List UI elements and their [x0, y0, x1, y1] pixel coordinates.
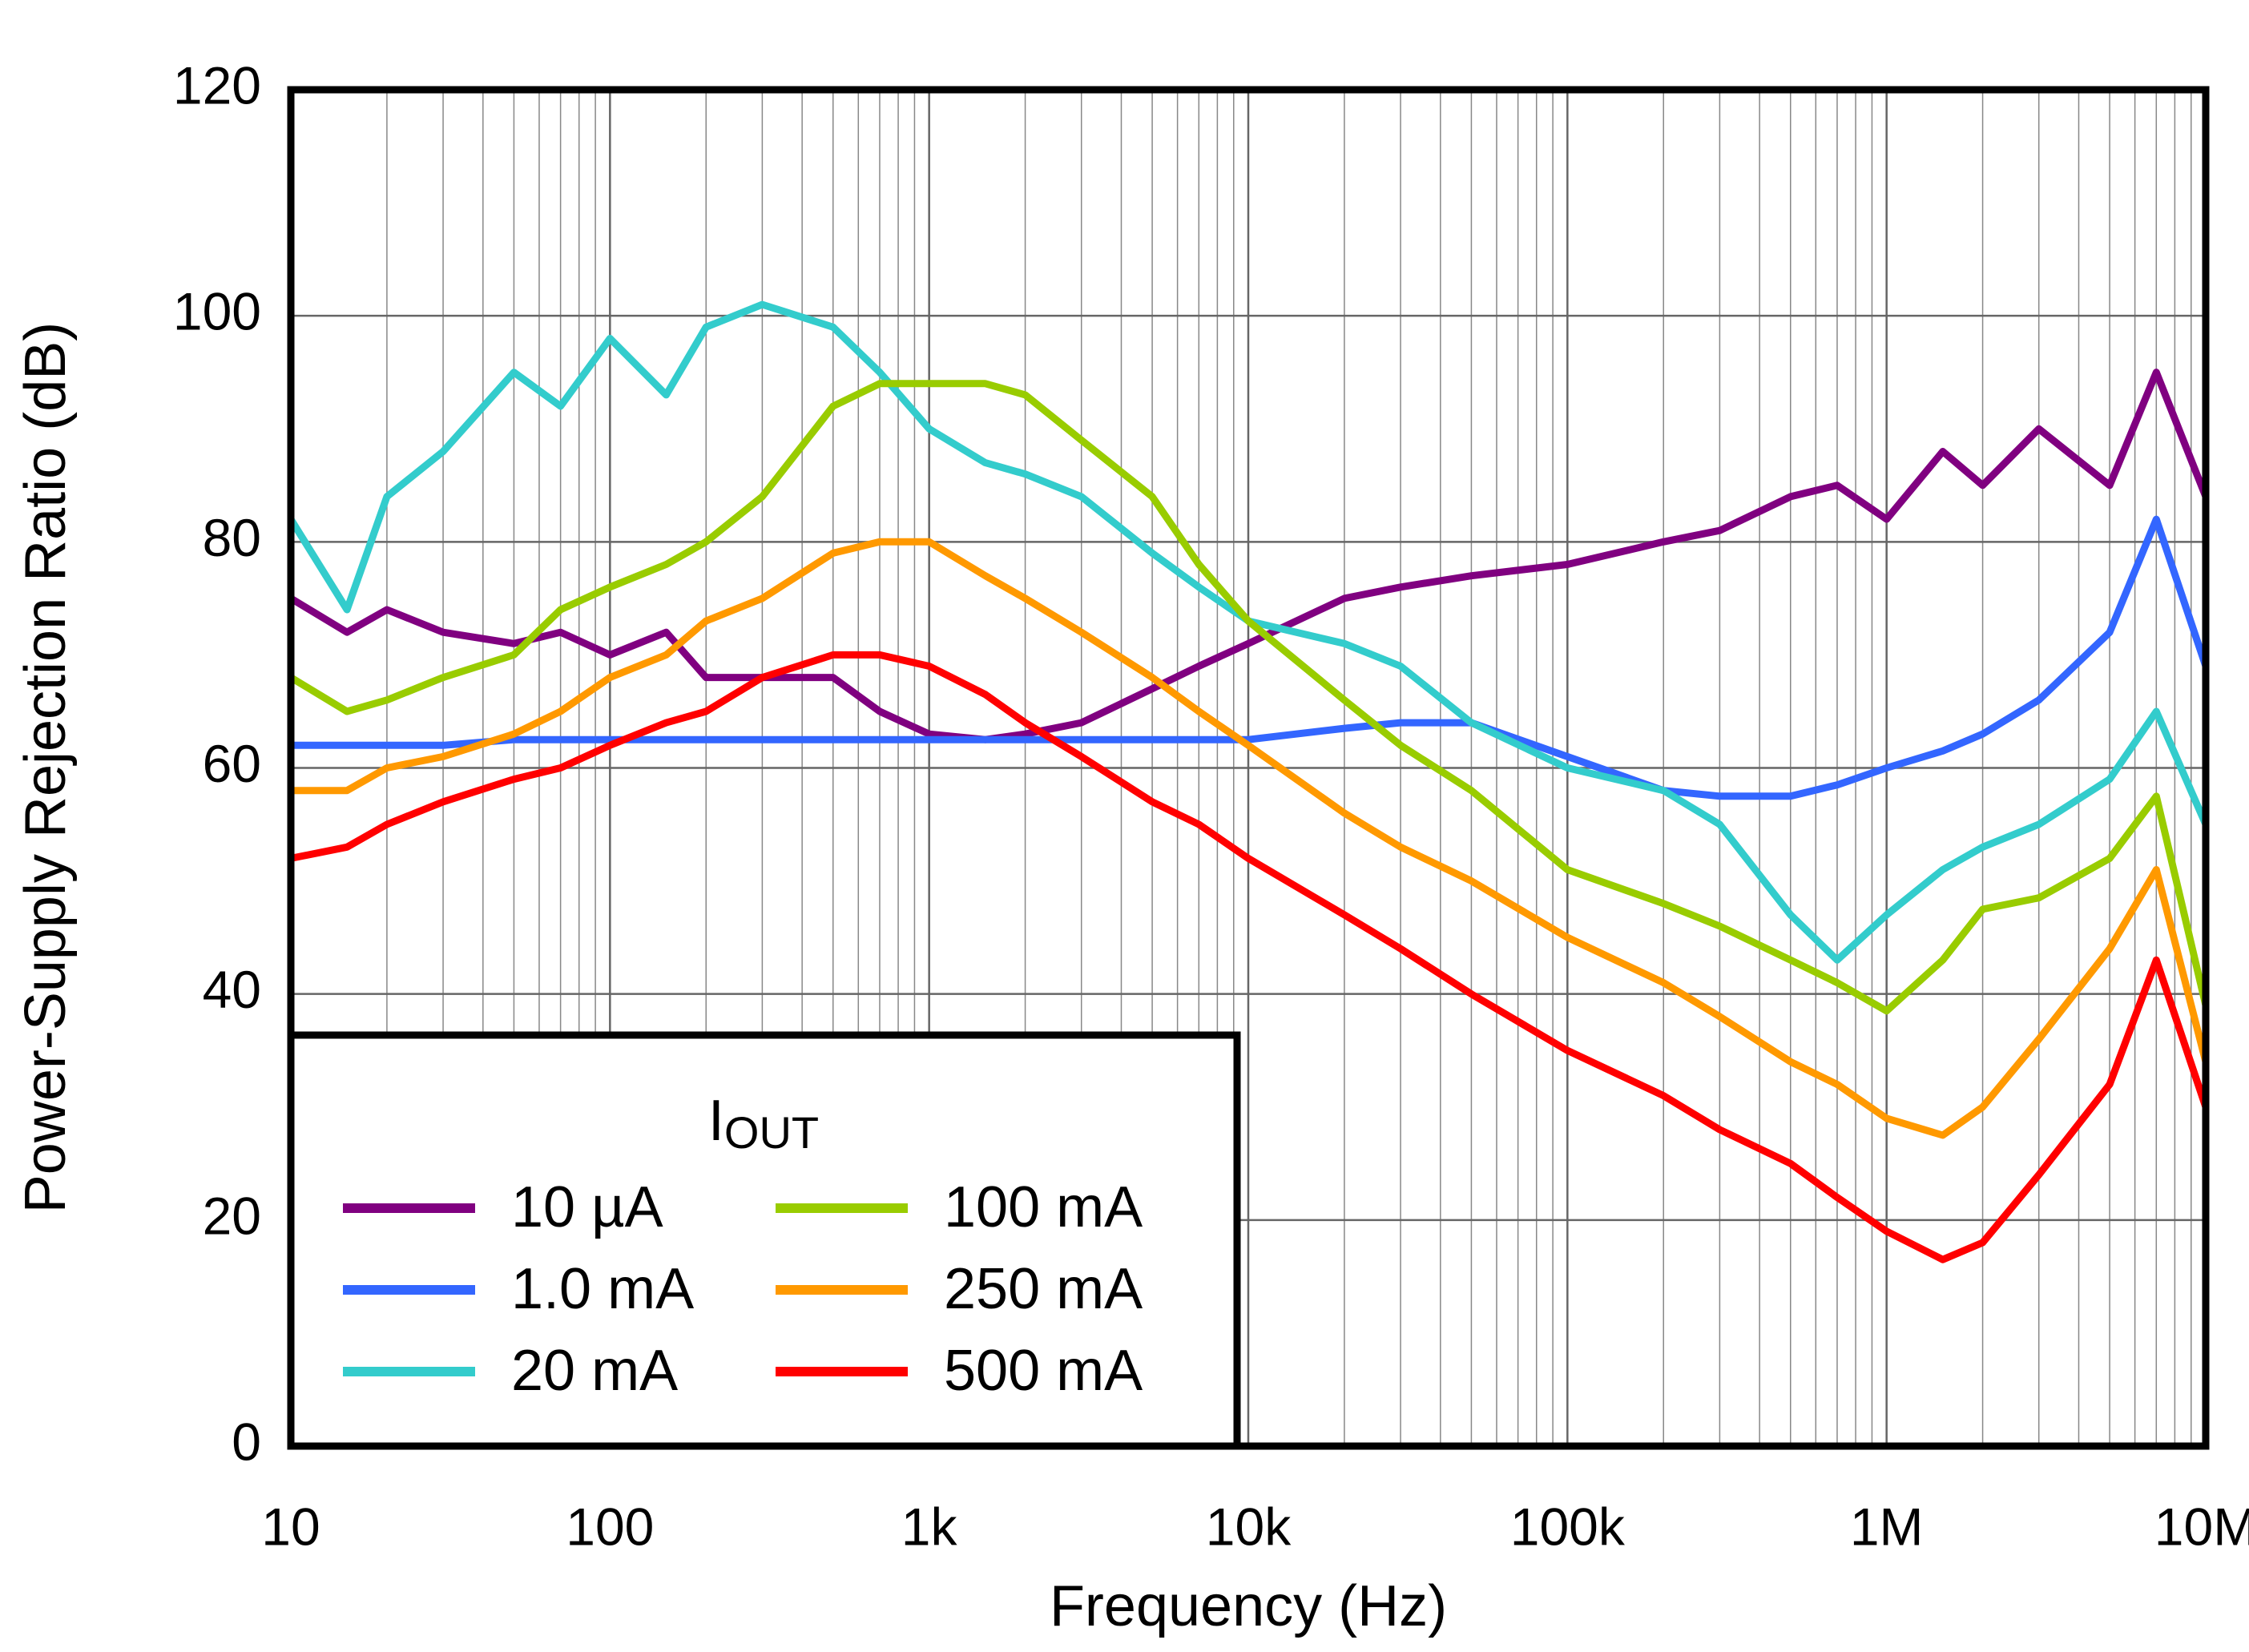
y-tick-label: 100 [173, 282, 261, 341]
legend-title-sub: OUT [724, 1107, 819, 1158]
x-tick-label: 100k [1510, 1497, 1626, 1556]
y-axis-label: Power-Supply Rejection Ratio (dB) [14, 322, 78, 1213]
legend-label: 250 mA [944, 1257, 1143, 1321]
y-tick-label: 120 [173, 55, 261, 115]
x-tick-label: 1k [901, 1497, 958, 1556]
legend-label: 500 mA [944, 1339, 1143, 1403]
y-tick-label: 80 [203, 508, 261, 567]
series-line [287, 515, 2210, 800]
y-tick-label: 60 [203, 734, 261, 793]
plot-frame [287, 86, 2210, 1450]
series-line [287, 369, 2210, 743]
series-line [287, 300, 2210, 964]
x-tick-label: 10M [2154, 1497, 2249, 1556]
legend-title-main: I [708, 1089, 724, 1153]
legend-label: 100 mA [944, 1175, 1143, 1239]
x-axis-label: Frequency (Hz) [1050, 1574, 1447, 1638]
y-tick-label: 40 [203, 960, 261, 1019]
series-line [287, 380, 2210, 1015]
series-line [287, 538, 2210, 1139]
legend-label: 1.0 mA [511, 1257, 694, 1321]
series-line [287, 651, 2210, 1263]
legend-label: 10 µA [511, 1175, 663, 1239]
x-tick-label: 100 [566, 1497, 654, 1556]
legend: IOUT 10 µA 1.0 mA 20 mA 100 mA 250 mA 500 mA [287, 1031, 1241, 1450]
x-tick-label: 10 [261, 1497, 320, 1556]
legend-title: IOUT [708, 1089, 819, 1158]
legend-label: 20 mA [511, 1339, 678, 1403]
y-tick-label: 0 [232, 1412, 261, 1471]
x-tick-label: 10k [1206, 1497, 1292, 1556]
y-tick-label: 20 [203, 1186, 261, 1245]
curves [287, 300, 2210, 1263]
x-tick-label: 1M [1850, 1497, 1924, 1556]
legend-box [287, 1031, 1241, 1450]
labels: Frequency (Hz) Power-Supply Rejection Ra… [14, 55, 2249, 1638]
